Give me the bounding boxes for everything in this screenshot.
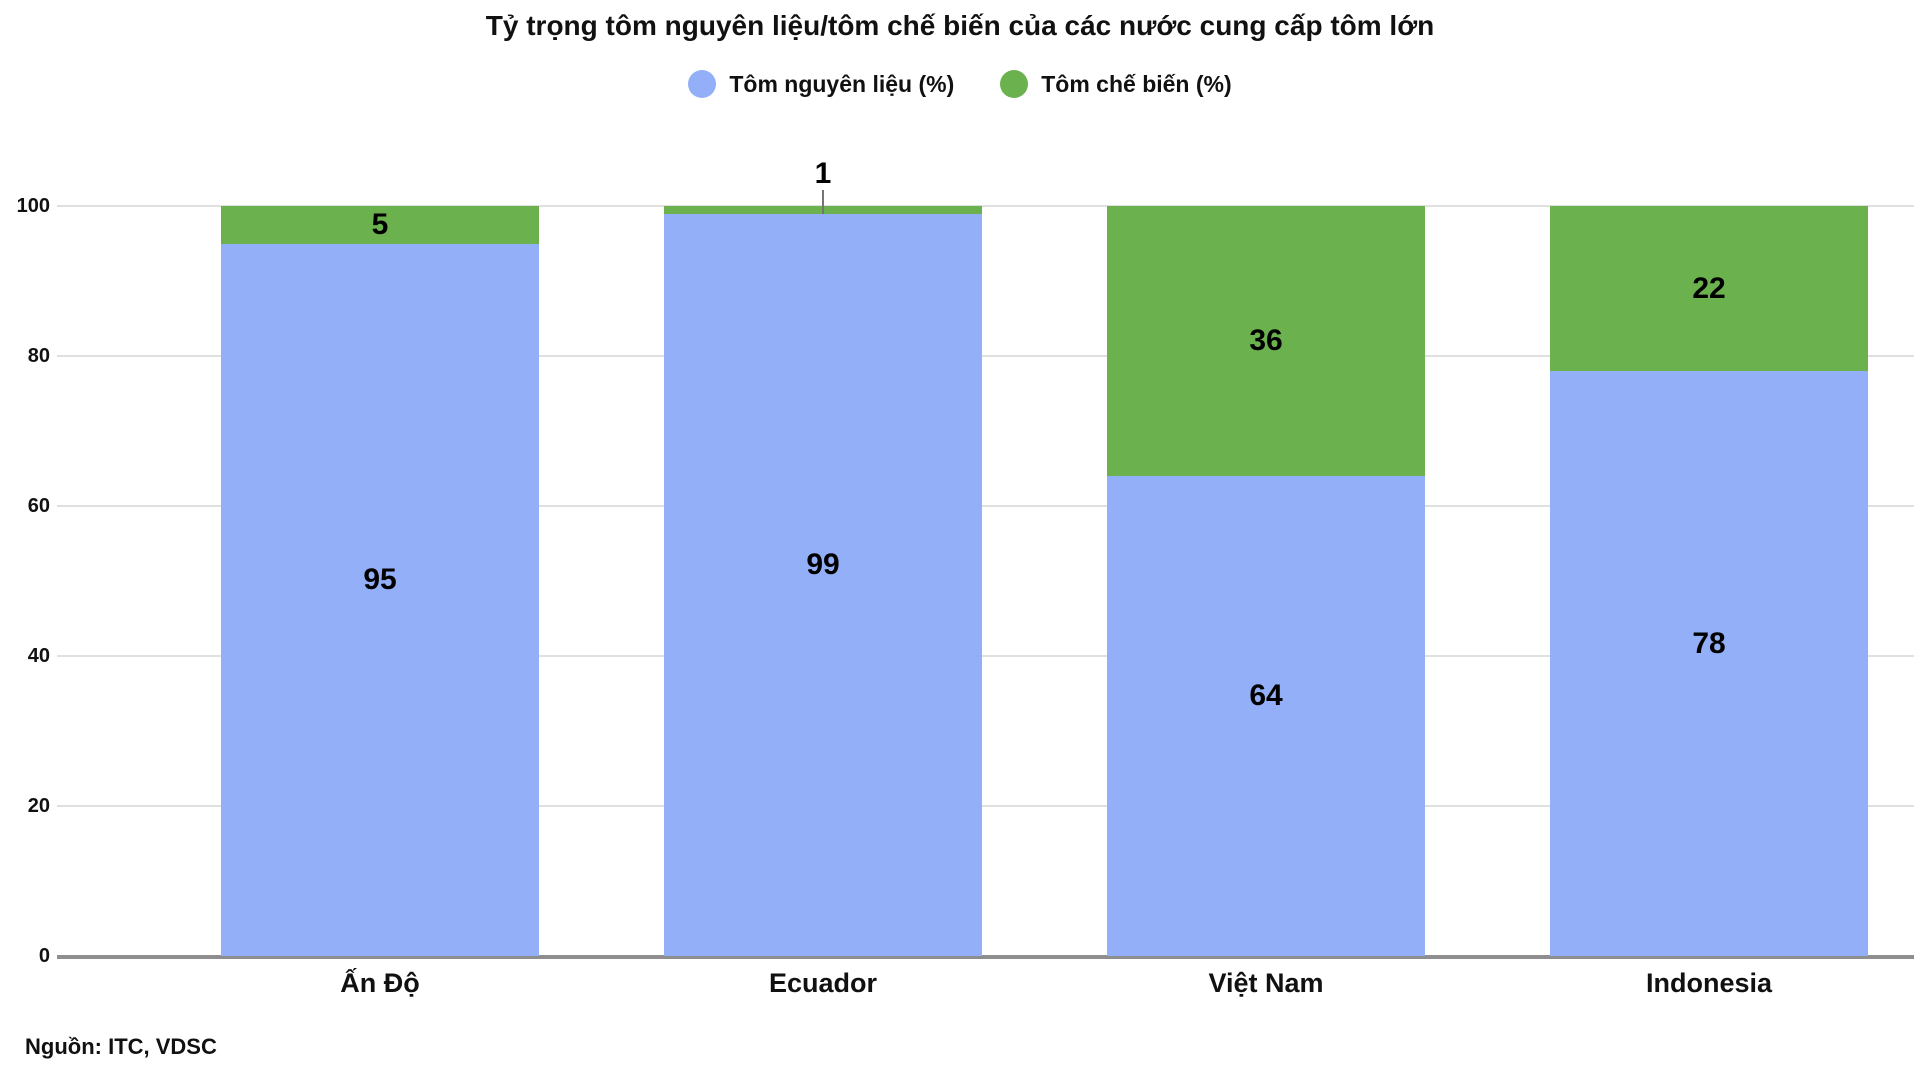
gridline-40 [57, 655, 1914, 657]
value-label-processed-1: 1 [814, 157, 832, 190]
gridline-60 [57, 505, 1914, 507]
x-axis-category-2: Việt Nam [1208, 968, 1324, 998]
legend-swatch-raw-shrimp-icon [688, 70, 717, 98]
legend-swatch-processed-shrimp-icon [1000, 70, 1029, 98]
bar-raw-0[interactable] [221, 243, 539, 956]
gridline-100 [57, 205, 1914, 207]
value-label-raw-1: 99 [806, 547, 840, 581]
y-axis-tick-80: 80 [27, 345, 50, 367]
gridline-80 [57, 355, 1914, 357]
y-axis-tick-100: 100 [16, 195, 50, 217]
bar-raw-2[interactable] [1107, 476, 1425, 956]
chart-title: Tỷ trọng tôm nguyên liệu/tôm chế biến củ… [485, 10, 1435, 41]
x-axis-category-0: Ấn Độ [340, 968, 420, 998]
x-axis-category-1: Ecuador [768, 968, 878, 998]
bar-processed-3[interactable] [1550, 206, 1868, 371]
y-axis-tick-20: 20 [27, 795, 50, 817]
gridline-20 [57, 805, 1914, 807]
value-label-processed-0: 5 [371, 207, 389, 241]
x-axis-line [57, 955, 1914, 959]
value-label-processed-3: 22 [1692, 271, 1726, 305]
source-note: Nguồn: ITC, VDSC [25, 1034, 217, 1059]
legend-item-processed-shrimp: Tôm chế biến (%) [1000, 70, 1232, 98]
legend-label-processed-shrimp: Tôm chế biến (%) [1041, 70, 1232, 97]
value-label-raw-2: 64 [1249, 679, 1283, 712]
value-label-processed-2: 36 [1249, 324, 1283, 357]
bar-processed-2[interactable] [1107, 206, 1425, 476]
bar-raw-1[interactable] [664, 213, 982, 956]
legend-item-raw-shrimp: Tôm nguyên liệu (%) [688, 70, 954, 98]
x-axis-category-3: Indonesia [1645, 968, 1773, 998]
y-axis-tick-0: 0 [38, 945, 50, 967]
y-axis-tick-40: 40 [27, 645, 50, 667]
bar-raw-3[interactable] [1550, 371, 1868, 956]
legend-label-raw-shrimp: Tôm nguyên liệu (%) [729, 70, 955, 97]
y-axis-tick-60: 60 [27, 495, 50, 517]
bar-processed-0[interactable] [221, 206, 539, 244]
leader-line-1 [822, 190, 824, 214]
value-label-raw-3: 78 [1692, 626, 1726, 660]
value-label-raw-0: 95 [363, 562, 397, 596]
chart-legend: Tôm nguyên liệu (%) Tôm chế biến (%) [0, 70, 1920, 98]
